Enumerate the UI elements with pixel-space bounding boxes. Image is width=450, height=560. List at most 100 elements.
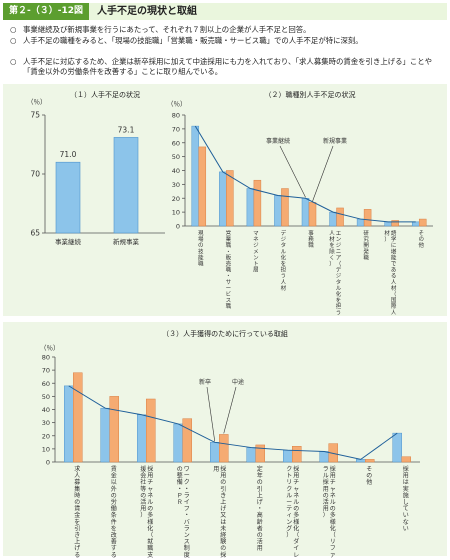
x-category-label: チ xyxy=(147,479,153,486)
legend-leader-line xyxy=(312,145,334,202)
bar-series-2 xyxy=(226,170,234,227)
x-category-label: 件 xyxy=(111,518,117,526)
x-category-label: 求 xyxy=(74,465,80,473)
x-category-label: ィ xyxy=(286,512,292,519)
x-category-label: 発 xyxy=(363,247,369,255)
x-category-label: 現 xyxy=(198,230,204,237)
x-category-label: げ xyxy=(257,498,263,506)
x-category-label: 技 xyxy=(198,247,204,255)
x-category-label: 活 xyxy=(140,498,146,506)
x-category-label: 学 xyxy=(391,235,397,243)
x-category-label: 他 xyxy=(418,241,424,249)
x-category-label: ジ xyxy=(336,243,342,249)
x-category-label: デ xyxy=(281,229,287,237)
y-axis-unit-label: （％） xyxy=(167,100,187,108)
x-category-label: 就 xyxy=(147,538,153,546)
x-category-label: サ xyxy=(226,279,232,286)
x-category-label: で xyxy=(391,261,397,268)
x-category-label: を xyxy=(281,261,287,268)
x-category-label: ク xyxy=(286,466,292,473)
x-category-label: 引 xyxy=(74,524,80,532)
bar-series-1 xyxy=(64,385,74,463)
bar-series-1 xyxy=(137,414,147,463)
x-category-label: 賃 xyxy=(74,505,80,513)
x-category-label: 能 xyxy=(391,253,397,261)
x-category-label: て xyxy=(403,506,409,513)
x-category-label: 用 xyxy=(403,473,409,480)
x-category-label: チ xyxy=(330,479,336,486)
bullet-text: 事業継続及び新規事業を行うにあたって、それぞれ７割以上の企業が人手不足と回答。 xyxy=(23,25,311,34)
x-category-label: ー xyxy=(226,286,232,292)
x-category-label: ラ xyxy=(184,525,190,532)
x-category-label: 職 xyxy=(147,544,153,552)
x-category-label: ・ xyxy=(177,486,183,493)
x-category-label: リ xyxy=(286,479,292,486)
x-category-label: 化 xyxy=(281,253,287,261)
x-category-label: を xyxy=(111,525,117,532)
bar xyxy=(113,137,139,234)
x-category-label: る xyxy=(391,273,397,280)
x-category-label: 担 xyxy=(336,302,342,310)
x-category-label: そ xyxy=(366,466,372,473)
figure-label: 第２-（３）-12図 xyxy=(3,3,89,20)
x-category-label: 用 xyxy=(330,473,336,480)
x-category-label: 等 xyxy=(140,485,146,493)
bar-series-2 xyxy=(363,209,372,227)
bar-series-2 xyxy=(255,444,265,463)
x-category-label: の xyxy=(366,473,372,480)
x-category-label: す xyxy=(111,545,117,552)
bar-series-1 xyxy=(283,449,293,463)
x-category-label: は xyxy=(220,519,226,526)
x-category-label: 能 xyxy=(198,253,204,261)
y-tick-label: 80 xyxy=(172,112,180,120)
bar-series-2 xyxy=(109,396,119,463)
x-category-label: （ xyxy=(330,532,336,539)
bar-series-1 xyxy=(191,125,200,227)
bar-series-2 xyxy=(308,202,317,227)
x-category-label: 人 xyxy=(391,309,397,316)
x-category-label: 採 xyxy=(147,465,153,473)
x-category-label: の xyxy=(111,492,117,499)
x-category-label: （ xyxy=(336,261,342,268)
bar-series-2 xyxy=(401,456,411,463)
x-category-label: 担 xyxy=(281,266,287,274)
x-category-label: 制 xyxy=(184,544,190,552)
y-tick-label: 50 xyxy=(172,153,180,161)
y-tick-label: 10 xyxy=(172,209,180,217)
x-category-label: 実 xyxy=(403,485,409,493)
bar-series-1 xyxy=(411,221,420,227)
bullet-mark: ○ xyxy=(10,25,17,34)
x-category-label: 用 xyxy=(323,506,329,513)
x-category-label: 人 xyxy=(329,230,335,237)
y-tick-label: 20 xyxy=(42,432,50,440)
x-category-label: 多 xyxy=(330,511,336,519)
x-category-label: ン xyxy=(336,237,342,243)
bullet-2: ○ 人手不足の職種をみると、「現場の技能職」「営業職・販売職・サービス職」での人… xyxy=(10,36,440,46)
x-category-label: ル xyxy=(336,286,342,292)
x-category-label: ネ xyxy=(293,492,299,499)
x-category-label: 研 xyxy=(363,230,369,237)
y-tick-label: 70 xyxy=(42,367,50,375)
chart-title: （２）職種別人手不足の状況 xyxy=(265,90,356,99)
x-category-label: 化 xyxy=(330,524,336,532)
x-category-label: 様 xyxy=(147,518,153,526)
y-tick-label: 40 xyxy=(42,406,50,414)
x-category-label: 堪 xyxy=(391,247,397,255)
x-category-label: 開 xyxy=(363,242,369,249)
bar-series-1 xyxy=(173,423,183,463)
x-category-label: 他 xyxy=(366,478,372,486)
x-category-label: 以 xyxy=(111,479,117,486)
x-category-label: 業 xyxy=(226,235,232,243)
x-category-label: ル xyxy=(293,499,299,506)
y-axis-unit-label: （％） xyxy=(27,98,47,106)
y-tick-label: 60 xyxy=(172,139,180,147)
x-category-label: 用 xyxy=(147,473,153,480)
bar-series-2 xyxy=(182,418,192,463)
x-category-label: ル xyxy=(286,492,292,499)
x-category-label: ） xyxy=(286,532,292,539)
y-tick-label: 70 xyxy=(172,125,180,133)
x-category-label: 採 xyxy=(330,465,336,473)
x-category-label: 整 xyxy=(177,472,183,480)
y-tick-label: 60 xyxy=(42,380,50,388)
x-category-label: ジ xyxy=(336,274,342,280)
